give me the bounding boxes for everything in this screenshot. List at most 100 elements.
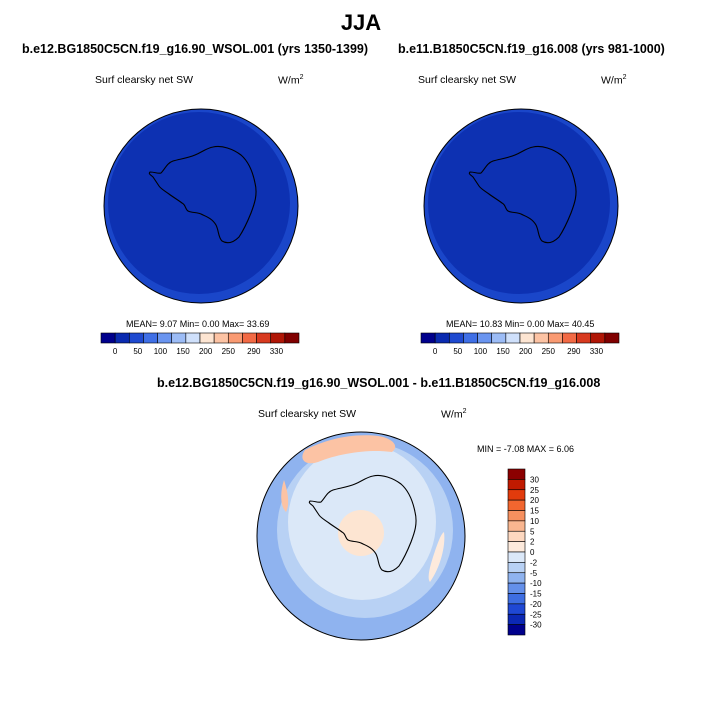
panel1-colorbar-box xyxy=(157,332,173,344)
panel3-variable-label: Surf clearsky net SW xyxy=(258,408,357,420)
panel3-colorbar-tick-label: 2 xyxy=(530,538,535,547)
panel3-colorbar-box xyxy=(507,613,526,625)
panel3-colorbar-box xyxy=(507,551,526,563)
panel2-colorbar-tick-label: 150 xyxy=(496,347,510,356)
panel3-colorbar-box xyxy=(507,593,526,605)
panel3-stats: MIN = -7.08 MAX = 6.06 xyxy=(477,444,575,454)
panel1-map-border xyxy=(103,108,299,304)
panel3-colorbar-tick-label: -5 xyxy=(530,569,538,578)
panel1-colorbar: 0 50 100 150 200 250 290 330 xyxy=(100,332,300,356)
panel2-colorbar-box xyxy=(477,332,493,344)
panel3-colorbar-box xyxy=(507,572,526,584)
panel3-positive-band-north xyxy=(302,435,396,464)
panel3-map xyxy=(256,431,466,641)
panel3-colorbar-box xyxy=(507,489,526,501)
panel3-colorbar-box xyxy=(507,520,526,532)
panel1-units: W/m2 xyxy=(278,74,304,87)
panel1-colorbar-box xyxy=(199,332,215,344)
panel3-units: W/m2 xyxy=(441,408,467,421)
panel3-colorbar-box xyxy=(507,530,526,542)
panel2-colorbar-box xyxy=(420,332,436,344)
panel3-colorbar-tick-label: -30 xyxy=(530,621,542,630)
panel2-colorbar-box xyxy=(505,332,521,344)
panel1-colorbar-tick-label: 100 xyxy=(154,347,168,356)
panel3-title: b.e12.BG1850C5CN.f19_g16.90_WSOL.001 - b… xyxy=(157,376,601,390)
panel3-positive-band-east xyxy=(428,532,445,582)
panel3-colorbar-box xyxy=(507,510,526,522)
panel3-colorbar-box xyxy=(507,479,526,491)
panel3-colorbar-box xyxy=(507,468,526,480)
panel1-colorbar-box xyxy=(114,332,130,344)
panel3-colorbar-tick-label: 15 xyxy=(530,507,539,516)
panel2-map xyxy=(423,108,619,304)
panel1-colorbar-tick-label: 290 xyxy=(247,347,261,356)
panel1-colorbar-tick-label: 330 xyxy=(270,347,284,356)
panel1-title: b.e12.BG1850C5CN.f19_g16.90_WSOL.001 (yr… xyxy=(22,42,369,56)
panel2-colorbar: 0 50 100 150 200 250 290 330 xyxy=(420,332,620,356)
panel1-colorbar-box xyxy=(284,332,300,344)
panel2-colorbar-box xyxy=(533,332,549,344)
panel2-colorbar-box xyxy=(448,332,464,344)
panel1-colorbar-box xyxy=(242,332,257,344)
panel2-colorbar-box xyxy=(463,332,478,344)
panel2-colorbar-box xyxy=(519,332,535,344)
panel1-colorbar-tick-label: 200 xyxy=(199,347,213,356)
panel1-colorbar-box xyxy=(171,332,187,344)
panel2-variable-label: Surf clearsky net SW xyxy=(418,74,517,86)
panel2-colorbar-box xyxy=(547,332,563,344)
panel2-colorbar-box xyxy=(604,332,620,344)
main-title: JJA xyxy=(340,10,382,35)
panel3-polar-cap xyxy=(338,510,384,556)
panel2-colorbar-tick-label: 100 xyxy=(474,347,488,356)
panel2-colorbar-box xyxy=(576,332,592,344)
panel2-colorbar-tick-label: 0 xyxy=(433,347,438,356)
panel1-colorbar-tick-label: 250 xyxy=(222,347,236,356)
panel3-colorbar-box xyxy=(507,541,526,553)
panel3-colorbar-box xyxy=(507,562,526,574)
panel1-colorbar-tick-label: 0 xyxy=(113,347,118,356)
panel2-colorbar-box xyxy=(491,332,507,344)
panel2-stats: MEAN= 10.83 Min= 0.00 Max= 40.45 xyxy=(446,319,595,329)
panel3-colorbar-tick-label: -25 xyxy=(530,610,542,619)
panel3-colorbar-tick-label: -20 xyxy=(530,600,542,609)
panel3-colorbar-tick-label: 25 xyxy=(530,486,539,495)
panel2-colorbar-box xyxy=(562,332,577,344)
panel2-colorbar-tick-label: 290 xyxy=(567,347,581,356)
panel3-colorbar-tick-label: 5 xyxy=(530,527,535,536)
panel3-map-border xyxy=(256,431,466,641)
panel3-colorbar-tick-label: 0 xyxy=(530,548,535,557)
panel1-colorbar-box xyxy=(100,332,116,344)
panel1-variable-label: Surf clearsky net SW xyxy=(95,74,194,86)
panel3-positive-band-west xyxy=(281,480,289,512)
panel3-colorbar-box xyxy=(507,582,526,594)
panel2-title: b.e11.B1850C5CN.f19_g16.008 (yrs 981-100… xyxy=(398,42,665,56)
panel2-map-border xyxy=(423,108,619,304)
panel2-units: W/m2 xyxy=(601,74,627,87)
panel2-colorbar-tick-label: 250 xyxy=(542,347,556,356)
panel1-colorbar-box xyxy=(143,332,158,344)
panel3-colorbar-tick-label: 10 xyxy=(530,517,539,526)
panel2-field xyxy=(428,112,610,294)
panel1-field xyxy=(108,112,290,294)
panel1-colorbar-box xyxy=(256,332,272,344)
panel1-colorbar-box xyxy=(185,332,201,344)
panel1-stats: MEAN= 9.07 Min= 0.00 Max= 33.69 xyxy=(126,319,270,329)
panel1-colorbar-box xyxy=(227,332,243,344)
panel3-colorbar-box xyxy=(507,624,526,636)
panel3-colorbar-box xyxy=(507,603,526,615)
panel2-colorbar-tick-label: 330 xyxy=(590,347,604,356)
panel3-colorbar-tick-label: -2 xyxy=(530,558,538,567)
panel3-colorbar-tick-label: -10 xyxy=(530,579,542,588)
panel1-colorbar-box xyxy=(270,332,286,344)
panel1-colorbar-tick-label: 150 xyxy=(176,347,190,356)
panel2-colorbar-tick-label: 200 xyxy=(519,347,533,356)
panel3-colorbar-tick-label: 30 xyxy=(530,475,539,484)
panel3-colorbar-box xyxy=(507,499,526,511)
panel2-colorbar-box xyxy=(590,332,606,344)
panel1-colorbar-tick-label: 50 xyxy=(133,347,142,356)
panel1-colorbar-box xyxy=(128,332,144,344)
panel1-colorbar-box xyxy=(213,332,229,344)
panel2-colorbar-box xyxy=(434,332,450,344)
